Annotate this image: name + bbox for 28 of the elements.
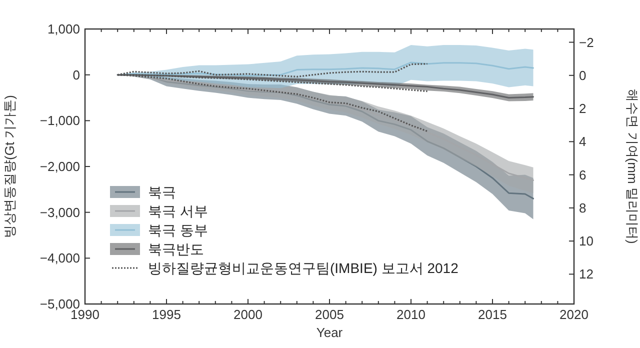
- x-tick-label: 2020: [560, 307, 588, 322]
- y-axis-title: 빙상변동질량(Gt 기가톤): [2, 95, 17, 238]
- y2-tick-label: −2: [579, 34, 594, 50]
- y-tick-label: −4,000: [40, 250, 80, 266]
- y2-tick-label: 6: [579, 167, 586, 182]
- y-tick-label: −1,000: [40, 113, 80, 128]
- legend-label: 북극반도: [148, 241, 204, 257]
- y2-tick-label: 4: [579, 134, 586, 150]
- y-tick-label: 0: [72, 67, 80, 82]
- y2-axis-title: 해수면 기여(mm 밀리미터): [625, 89, 640, 244]
- y-tick-label: 1,000: [47, 22, 80, 36]
- x-tick-label: 2005: [315, 307, 344, 322]
- legend-label: 북극: [148, 184, 176, 200]
- legend-label: 빙하질량균형비교운동연구팀(IMBIE) 보고서 2012: [148, 260, 459, 276]
- x-tick-label: 2010: [396, 307, 426, 322]
- legend-label: 북극 서부: [148, 203, 208, 219]
- y2-tick-label: 10: [579, 234, 594, 249]
- y-tick-label: −3,000: [40, 204, 80, 220]
- y2-tick-label: 12: [579, 266, 594, 282]
- y2-tick-label: 0: [579, 68, 586, 83]
- y2-tick-label: 8: [579, 200, 586, 216]
- x-axis-title: Year: [316, 325, 344, 340]
- x-tick-label: 1995: [152, 307, 181, 322]
- x-tick-label: 2015: [478, 307, 507, 322]
- y-tick-label: −2,000: [40, 159, 80, 174]
- y2-tick-label: 2: [579, 101, 586, 116]
- x-tick-label: 2000: [234, 307, 262, 322]
- legend-label: 북극 동부: [148, 222, 208, 238]
